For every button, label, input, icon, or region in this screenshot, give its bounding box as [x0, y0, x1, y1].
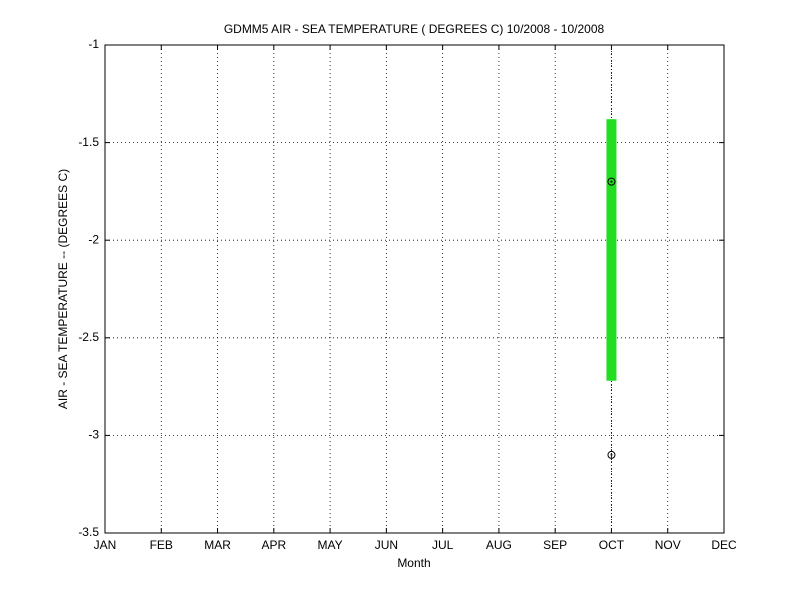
y-tick-label: -3 [88, 428, 99, 442]
x-tick-label: JUN [375, 538, 398, 552]
y-tick-label: -2.5 [78, 330, 99, 344]
outlier-point [607, 450, 616, 459]
x-axis-label: Month [397, 556, 430, 570]
y-tick-label: -3.5 [78, 525, 99, 539]
x-tick-label: MAR [204, 538, 231, 552]
outlier-point [607, 177, 616, 186]
x-tick-label: APR [261, 538, 286, 552]
x-tick-label: JUL [432, 538, 454, 552]
outlier-dot [610, 180, 613, 183]
plot-frame [104, 44, 725, 534]
y-axis-label: AIR - SEA TEMPERATURE -- (DEGREES C) [56, 169, 70, 409]
x-tick-label: SEP [543, 538, 567, 552]
y-tick-label: -1.5 [78, 135, 99, 149]
x-tick-label: DEC [711, 538, 737, 552]
x-tick-label: JAN [94, 538, 117, 552]
chart-title: GDMM5 AIR - SEA TEMPERATURE ( DEGREES C)… [224, 22, 605, 36]
y-tick-label: -1 [88, 37, 99, 51]
box [606, 119, 617, 381]
x-tick-label: OCT [599, 538, 625, 552]
x-tick-label: FEB [150, 538, 173, 552]
x-tick-label: MAY [318, 538, 343, 552]
x-tick-label: NOV [655, 538, 681, 552]
x-tick-label: AUG [486, 538, 512, 552]
y-tick-label: -2 [88, 232, 99, 246]
outlier-dot [610, 453, 613, 456]
